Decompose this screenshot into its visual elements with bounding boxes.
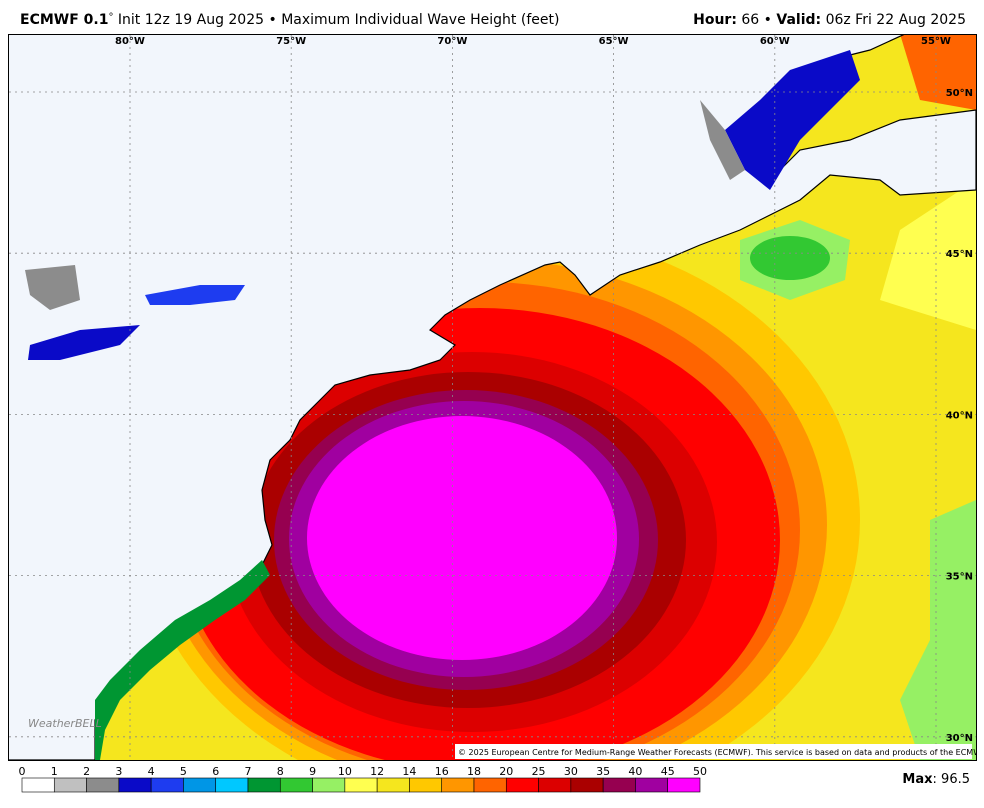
colorbar-label: 6 (212, 765, 219, 778)
colorbar-cell (279, 777, 313, 793)
max-label: Max (902, 772, 933, 787)
colorbar-label: 3 (115, 765, 122, 778)
colorbar-label: 25 (532, 765, 546, 778)
max-value: 96.5 (941, 772, 970, 787)
colorbar-label: 35 (596, 765, 610, 778)
longitude-label: 65°W (599, 36, 629, 47)
hour-label: Hour: (693, 12, 737, 28)
colorbar-cell (118, 777, 152, 793)
colorbar-cell (247, 777, 281, 793)
colorbar-label: 45 (661, 765, 675, 778)
wave-zone (307, 416, 617, 660)
colorbar-label: 10 (338, 765, 352, 778)
max-colon: : (932, 772, 937, 787)
longitude-label: 60°W (760, 36, 790, 47)
colorbar-cell (183, 777, 217, 793)
colorbar-label: 5 (180, 765, 187, 778)
separator: • (268, 12, 277, 28)
colorbar-label: 4 (148, 765, 155, 778)
hour: 66 (741, 12, 760, 28)
colorbar-cell (441, 777, 475, 793)
colorbar-cell (667, 777, 701, 793)
graticule: 80°W 75°W 70°W 65°W 60°W 55°W 50°N 45°N 40°N 35°N… (9, 35, 976, 760)
colorbar-cell (473, 777, 507, 793)
valid-label: Valid: (776, 12, 822, 28)
colorbar-cell (409, 777, 443, 793)
latitude-label: 45°N (946, 249, 973, 260)
colorbar-label: 30 (564, 765, 578, 778)
colorbar-label: 2 (83, 765, 90, 778)
gulf-water (725, 50, 860, 190)
latitude-label: 30°N (946, 733, 973, 744)
lake (145, 285, 245, 305)
colorbar-label: 12 (370, 765, 384, 778)
colorbar-label: 0 (19, 765, 26, 778)
separator: • (763, 12, 772, 28)
max: Max: 96.5 (902, 772, 970, 787)
colorbar-cell (312, 777, 346, 793)
longitude-label: 70°W (437, 36, 467, 47)
latitude-label: 50°N (946, 88, 973, 99)
longitude-label: 80°W (115, 36, 145, 47)
colorbar-cell (150, 777, 184, 793)
lake (25, 265, 80, 310)
colorbar-cell (215, 777, 249, 793)
longitude-label: 75°W (276, 36, 306, 47)
wave-zone (750, 236, 830, 280)
colorbar-label: 16 (435, 765, 449, 778)
colorbar-cell (86, 777, 120, 793)
colorbar-label: 20 (499, 765, 513, 778)
product: Maximum Individual Wave Height (feet) (281, 12, 560, 28)
model: ECMWF 0.1 (20, 12, 109, 28)
colorbar-label: 18 (467, 765, 481, 778)
coastal-band (95, 560, 270, 760)
colorbar-label: 8 (277, 765, 284, 778)
colorbar-cell (344, 777, 378, 793)
init: Init 12z 19 Aug 2025 (117, 12, 265, 28)
header-right: Hour: 66 • Valid: 06z Fri 22 Aug 2025 (693, 12, 966, 28)
colorbar-label: 40 (628, 765, 642, 778)
colorbar-label: 7 (245, 765, 252, 778)
colorbar-cell (570, 777, 604, 793)
colorbar-label: 14 (402, 765, 416, 778)
wave-zone (900, 35, 976, 110)
wave-zone (880, 180, 976, 330)
colorbar-cell (505, 777, 539, 793)
copyright: © 2025 European Centre for Medium-Range … (458, 748, 984, 757)
colorbar-cell (602, 777, 636, 793)
map-frame (8, 34, 977, 761)
colorbar-cell (21, 777, 55, 793)
lake (28, 325, 140, 360)
colorbar-cell (538, 777, 572, 793)
colorbar-cell (53, 777, 87, 793)
colorbar-cell (635, 777, 669, 793)
valid: 06z Fri 22 Aug 2025 (825, 12, 966, 28)
colorbar-label: 1 (51, 765, 58, 778)
header-left: ECMWF 0.1° Init 12z 19 Aug 2025 • Maximu… (20, 12, 559, 28)
gulf-water (700, 100, 745, 180)
degree: ° (108, 12, 114, 23)
wave-zone (900, 500, 976, 760)
logo: WeatherBELL (28, 717, 102, 730)
colorbar-cell (376, 777, 410, 793)
map-field: 80°W 75°W 70°W 65°W 60°W 55°W 50°N 45°N 40°N 35°N… (9, 35, 984, 760)
longitude-label: 55°W (921, 36, 951, 47)
copyright-box (455, 744, 972, 759)
latitude-label: 40°N (946, 410, 973, 421)
latitude-label: 35°N (946, 572, 973, 583)
colorbar-label: 9 (309, 765, 316, 778)
colorbar-label: 50 (693, 765, 707, 778)
colorbar: 0 1 2 3 4 5 6 7 8 9 10 12 14 16 18 20 25 30 35 40 45 50 (19, 765, 707, 793)
